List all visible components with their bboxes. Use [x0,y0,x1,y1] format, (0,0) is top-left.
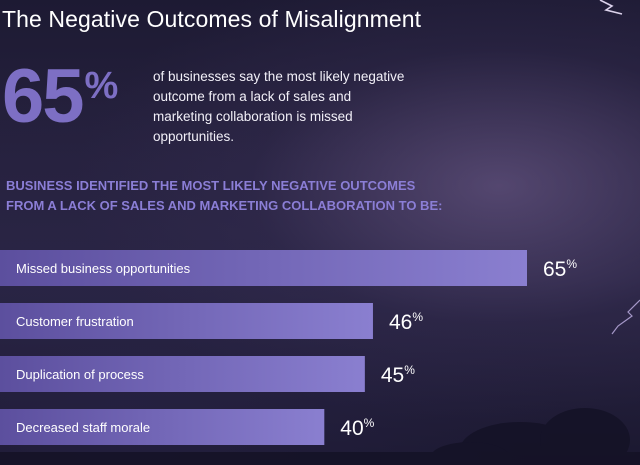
bar-category-label: Customer frustration [16,314,134,329]
bar-3 [0,409,325,445]
subheading-line-2: FROM A LACK OF SALES AND MARKETING COLLA… [6,198,443,213]
page-title: The Negative Outcomes of Misalignment [2,6,422,32]
bar-value-label: 46% [389,310,423,334]
bar-value-percent-sign: % [412,310,423,324]
subheading-line-1: BUSINESS IDENTIFIED THE MOST LIKELY NEGA… [6,178,416,193]
bar-0 [0,250,527,286]
bar-value-percent-sign: % [364,416,375,430]
bar-category-label: Decreased staff morale [16,420,150,435]
headline-stat: 65 % [2,54,119,139]
bar-value-label: 40% [340,416,374,440]
headline-description: of businesses say the most likely negati… [153,69,405,144]
bar-category-label: Missed business opportunities [16,261,191,276]
bar-value-percent-sign: % [566,257,577,271]
bar-value-label: 45% [381,363,415,387]
bar-2 [0,356,365,392]
bar-category-label: Duplication of process [16,367,144,382]
bar-value-label: 65% [543,257,577,281]
headline-percent-sign: % [84,65,119,107]
bar-value-percent-sign: % [404,363,415,377]
bar-1 [0,303,373,339]
headline-number: 65 [2,54,85,139]
chart-subheading: BUSINESS IDENTIFIED THE MOST LIKELY NEGA… [6,176,506,216]
